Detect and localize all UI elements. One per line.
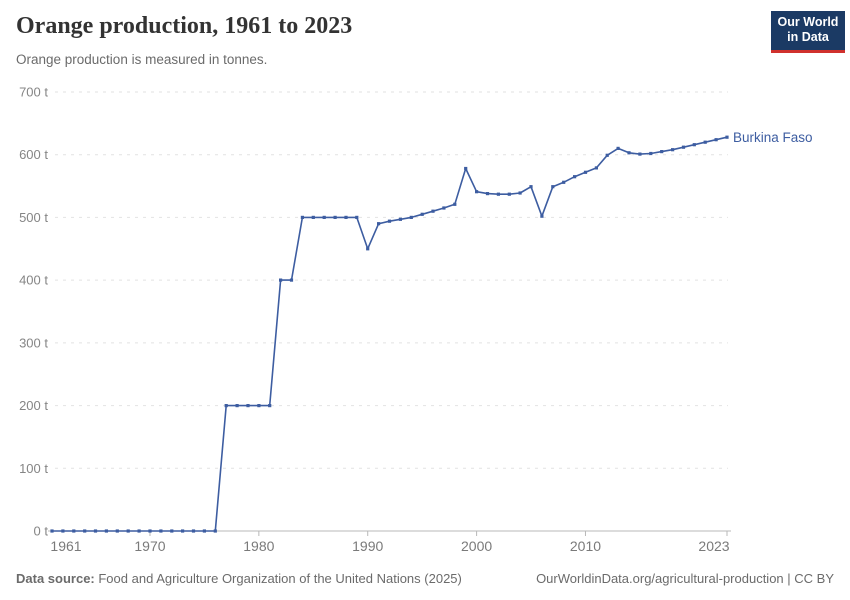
data-point-2022[interactable]: [714, 138, 718, 142]
y-tick-label-500: 500 t: [19, 210, 48, 225]
y-tick-label-100: 100 t: [19, 461, 48, 476]
data-point-1976[interactable]: [213, 529, 217, 533]
data-point-2003[interactable]: [507, 192, 511, 196]
data-point-2013[interactable]: [616, 146, 620, 150]
data-point-2011[interactable]: [594, 166, 598, 170]
data-point-2021[interactable]: [703, 140, 707, 144]
data-point-1977[interactable]: [224, 404, 228, 408]
x-tick-label-2023: 2023: [698, 538, 729, 554]
data-point-2019[interactable]: [681, 145, 686, 149]
x-tick-label-1970: 1970: [134, 538, 165, 554]
data-point-1974[interactable]: [191, 529, 196, 533]
data-point-1982[interactable]: [279, 278, 283, 282]
y-tick-label-600: 600 t: [19, 147, 48, 162]
credit-link[interactable]: OurWorldinData.org/agricultural-producti…: [536, 571, 834, 586]
data-point-2007[interactable]: [551, 185, 555, 189]
owid-logo-line1: Our World: [777, 15, 839, 29]
data-point-1962[interactable]: [61, 529, 65, 533]
y-tick-label-0: 0 t: [34, 524, 49, 539]
data-point-1983[interactable]: [289, 278, 294, 282]
data-point-1972[interactable]: [170, 529, 174, 533]
data-point-2023[interactable]: [725, 135, 729, 139]
data-point-2002[interactable]: [496, 192, 500, 196]
data-point-1967[interactable]: [115, 529, 119, 533]
data-point-1966[interactable]: [104, 529, 108, 533]
data-point-1988[interactable]: [344, 215, 348, 219]
data-point-1980[interactable]: [257, 404, 261, 408]
data-point-1963[interactable]: [72, 529, 76, 533]
data-point-2000[interactable]: [475, 190, 479, 194]
y-tick-label-200: 200 t: [19, 398, 48, 413]
data-point-1965[interactable]: [93, 529, 98, 533]
x-tick-label-1990: 1990: [352, 538, 383, 554]
data-point-2012[interactable]: [605, 153, 609, 157]
data-point-2009[interactable]: [573, 175, 577, 179]
y-tick-label-700: 700 t: [19, 85, 48, 100]
data-point-1987[interactable]: [333, 215, 337, 219]
data-point-1979[interactable]: [246, 404, 250, 408]
data-source-label: Data source:: [16, 571, 95, 586]
chart-subtitle: Orange production is measured in tonnes.: [16, 52, 268, 67]
data-point-2004[interactable]: [518, 191, 522, 195]
data-source-note: Data source: Food and Agriculture Organi…: [16, 571, 462, 586]
data-point-1973[interactable]: [181, 529, 185, 533]
owid-logo[interactable]: Our World in Data: [771, 11, 845, 53]
series-label[interactable]: Burkina Faso: [733, 130, 813, 145]
data-point-1970[interactable]: [148, 529, 152, 533]
data-point-1981[interactable]: [268, 404, 272, 408]
data-point-1964[interactable]: [83, 529, 87, 533]
data-point-1984[interactable]: [300, 215, 304, 219]
data-point-2018[interactable]: [671, 148, 675, 152]
data-point-1968[interactable]: [126, 529, 130, 533]
data-point-1985[interactable]: [311, 215, 315, 219]
data-point-1993[interactable]: [398, 217, 402, 221]
chart-title: Orange production, 1961 to 2023: [16, 13, 353, 39]
data-point-1999[interactable]: [464, 166, 468, 171]
data-point-1961[interactable]: [50, 529, 54, 533]
x-tick-label-1980: 1980: [243, 538, 274, 554]
data-source-text: Food and Agriculture Organization of the…: [94, 571, 462, 586]
data-point-1990[interactable]: [366, 247, 370, 251]
footer: Data source: Food and Agriculture Organi…: [16, 571, 834, 586]
data-point-2016[interactable]: [649, 151, 653, 156]
x-tick-label-1961: 1961: [50, 538, 81, 554]
owid-logo-line2: in Data: [787, 30, 829, 44]
x-tick-label-2010: 2010: [570, 538, 601, 554]
data-point-1994[interactable]: [409, 215, 413, 219]
data-point-1969[interactable]: [137, 529, 141, 533]
data-point-1971[interactable]: [159, 529, 163, 533]
y-tick-label-400: 400 t: [19, 273, 48, 288]
data-point-1998[interactable]: [453, 202, 457, 206]
data-point-1975[interactable]: [202, 529, 206, 533]
data-point-2008[interactable]: [562, 180, 566, 184]
data-point-2014[interactable]: [627, 151, 631, 155]
data-point-1992[interactable]: [387, 219, 392, 223]
data-point-1996[interactable]: [431, 209, 435, 213]
data-point-1989[interactable]: [355, 215, 359, 219]
data-point-1986[interactable]: [322, 215, 326, 219]
data-point-1997[interactable]: [442, 206, 446, 210]
y-tick-label-300: 300 t: [19, 335, 48, 350]
data-point-1995[interactable]: [420, 212, 424, 216]
series-line-burkina-faso[interactable]: [51, 136, 728, 532]
data-point-2010[interactable]: [583, 170, 588, 174]
data-point-1991[interactable]: [377, 222, 381, 226]
data-point-2001[interactable]: [485, 192, 490, 196]
data-point-2005[interactable]: [529, 185, 533, 189]
data-point-1978[interactable]: [235, 404, 239, 408]
x-tick-label-2000: 2000: [461, 538, 492, 554]
data-point-2017[interactable]: [660, 150, 664, 154]
data-point-2006[interactable]: [540, 214, 544, 218]
data-point-2015[interactable]: [638, 152, 642, 156]
data-point-2020[interactable]: [692, 143, 696, 147]
